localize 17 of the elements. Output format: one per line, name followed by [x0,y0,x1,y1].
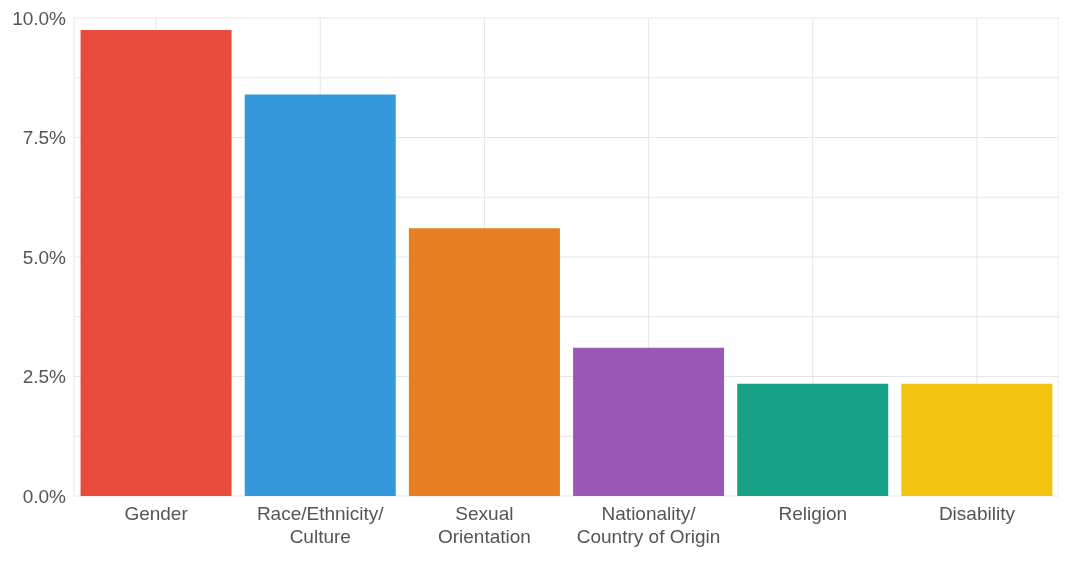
y-tick-label: 0.0% [22,485,67,507]
bar [80,29,232,496]
x-tick-label: Nationality/ Country of Origin [576,503,721,547]
y-tick-label: 7.5% [22,127,67,149]
y-tick-label: 5.0% [22,246,67,268]
x-tick-label: Sexual Orientation [437,503,531,547]
x-tick-label: Religion [778,503,848,524]
bar [408,228,560,496]
bar [573,347,725,496]
bar [901,383,1053,496]
bar [244,94,396,496]
y-tick-label: 10.0% [12,7,67,29]
x-tick-label: Race/Ethnicity/ Culture [256,503,385,547]
bar [737,383,889,496]
x-tick-label: Gender [124,503,189,524]
y-tick-label: 2.5% [22,366,67,388]
x-tick-label: Disability [938,503,1016,524]
